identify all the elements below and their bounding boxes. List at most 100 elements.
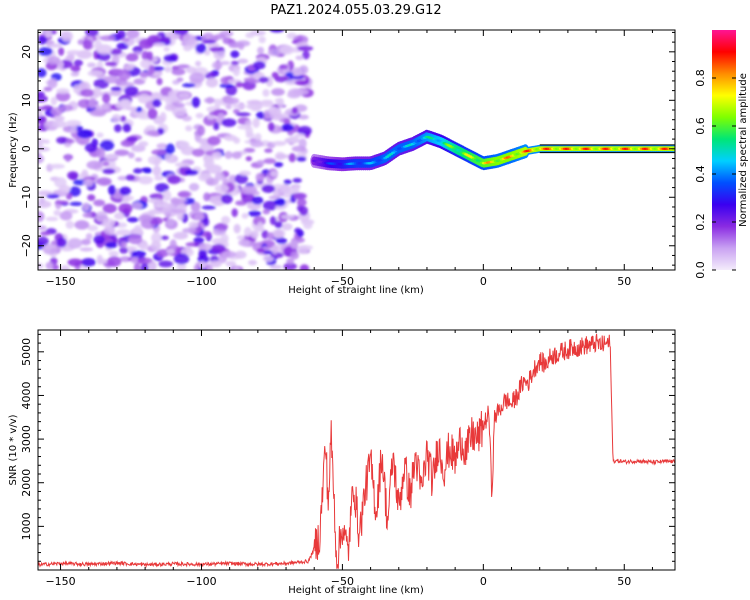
- spectrogram-ytick-label: 0: [20, 145, 33, 152]
- snr-xtick-label: 0: [480, 575, 487, 588]
- colorbar-gradient: [712, 30, 736, 270]
- spectrogram-noise-cell: [261, 184, 276, 193]
- spectrogram-noise-cell: [222, 177, 229, 186]
- spectrogram-noise-cell: [221, 118, 237, 127]
- spectrogram-noise-cell: [245, 32, 255, 39]
- spectrogram-noise-cell: [148, 64, 155, 76]
- spectrogram-noise-cell: [138, 214, 153, 223]
- spectrogram-noise-cell: [258, 36, 266, 44]
- spectrogram-noise-cell: [296, 198, 307, 207]
- spectrogram-noise-cell: [102, 168, 116, 175]
- snr-ytick-label: 1000: [20, 512, 33, 540]
- spectrogram-xtick-label: −100: [186, 275, 216, 288]
- spectrogram-noise-cell: [272, 140, 287, 147]
- spectrogram-noise-cell: [260, 100, 274, 108]
- spectrogram-noise-cell: [126, 217, 139, 223]
- spectrogram-noise-cell: [273, 161, 284, 168]
- spectrogram-noise-cell: [213, 122, 220, 131]
- spectrogram-noise-cell: [304, 84, 312, 90]
- colorbar-tick-label: 0.4: [694, 165, 707, 183]
- spectrogram-noise-cell: [154, 202, 166, 208]
- spectrogram-noise-cell: [150, 240, 162, 251]
- spectrogram-noise-cell: [106, 256, 122, 267]
- spectrogram-noise-cell: [148, 260, 157, 270]
- spectrogram-noise-cell: [275, 154, 291, 159]
- spectrogram-noise-cell: [116, 42, 129, 50]
- snr-xtick-label: 50: [617, 575, 631, 588]
- spectrogram-noise-cell: [125, 174, 136, 181]
- spectrogram-noise-cell: [292, 177, 302, 183]
- spectrogram-noise-cell: [126, 136, 138, 142]
- spectrogram-noise-cell: [180, 146, 196, 156]
- spectrogram-noise-cell: [108, 250, 119, 257]
- spectrogram-noise-cell: [248, 210, 262, 217]
- spectrogram-noise-cell: [164, 66, 172, 73]
- spectrogram-noise-cell: [182, 115, 192, 122]
- spectrogram-noise-cell: [206, 115, 216, 120]
- spectrogram-noise-cell: [38, 211, 45, 222]
- spectrogram-noise-cell: [55, 91, 71, 102]
- spectrogram-noise-cell: [245, 132, 255, 139]
- spectrogram-noise-cell: [70, 71, 80, 77]
- spectrogram-noise-cell: [99, 35, 116, 41]
- spectrogram-noise-cell: [56, 237, 67, 248]
- spectrogram-noise-cell: [251, 196, 264, 205]
- snr-ylabel: SNR (10 * v/v): [8, 414, 19, 485]
- spectrogram-noise-cell: [203, 49, 211, 56]
- spectrogram-noise-cell: [38, 262, 44, 269]
- spectrogram-noise-cell: [275, 204, 287, 210]
- spectrogram-noise-cell: [111, 114, 122, 123]
- spectrogram-noise-cell: [204, 72, 216, 80]
- spectrogram-xlabel: Height of straight line (km): [288, 285, 424, 296]
- spectrogram-noise-cell: [135, 106, 143, 113]
- spectrogram-noise-cell: [296, 156, 307, 162]
- spectrogram-noise-cell: [273, 229, 284, 239]
- spectrogram-noise-cell: [45, 216, 59, 222]
- spectrogram-noise-cell: [256, 221, 264, 231]
- spectrogram-noise-cell: [151, 149, 167, 156]
- spectrogram-noise-cell: [114, 124, 122, 133]
- spectrogram-noise-cell: [279, 185, 291, 193]
- spectrogram-noise-cell: [40, 231, 51, 236]
- spectrogram-noise-cell: [233, 108, 240, 114]
- spectrogram-noise-cell: [294, 133, 306, 138]
- spectrogram-noise-cell: [262, 255, 275, 262]
- spectrogram-noise-cell: [271, 71, 279, 79]
- spectrogram-noise-cell: [268, 106, 278, 116]
- spectrogram-noise-cell: [203, 158, 215, 168]
- spectrogram-noise-cell: [292, 88, 309, 96]
- spectrogram-noise-cell: [58, 47, 65, 56]
- spectrogram-noise-cell: [128, 152, 135, 159]
- spectrogram-noise-cell: [105, 241, 118, 249]
- spectrogram-noise-cell: [74, 220, 90, 230]
- spectrogram-noise-cell: [299, 264, 310, 270]
- spectrogram-noise-cell: [250, 230, 259, 239]
- spectrogram-noise-cell: [245, 156, 253, 162]
- spectrogram-noise-cell: [118, 70, 131, 81]
- spectrogram-noise-cell: [271, 88, 285, 96]
- spectrogram-noise-cell: [199, 260, 206, 270]
- spectrogram-noise-cell: [271, 244, 279, 255]
- spectrogram-noise-cell: [207, 135, 221, 146]
- spectrogram-noise-cell: [205, 77, 219, 88]
- spectrogram-noise-cell: [38, 94, 48, 103]
- spectrogram-noise-cell: [47, 43, 62, 48]
- spectrogram-noise-cell: [70, 124, 77, 134]
- spectrogram-noise-cell: [193, 237, 205, 244]
- spectrogram-noise-cell: [234, 250, 247, 259]
- spectrogram-ytick-label: 10: [20, 93, 33, 107]
- spectrogram-noise-cell: [87, 62, 96, 68]
- colorbar-tick-label: 0.0: [694, 261, 707, 279]
- spectrogram-noise-cell: [220, 193, 233, 204]
- spectrogram-noise-cell: [65, 220, 75, 229]
- snr-xlabel: Height of straight line (km): [288, 585, 424, 596]
- spectrogram-noise-cell: [116, 30, 126, 40]
- spectrogram-noise-cell: [209, 260, 222, 268]
- spectrogram-noise-cell: [38, 68, 47, 78]
- spectrogram-noise-cell: [93, 235, 105, 244]
- spectrogram-noise-cell: [84, 142, 98, 153]
- spectrogram-noise-cell: [134, 157, 143, 162]
- spectrogram-noise-cell: [275, 198, 286, 207]
- spectrogram-noise-cell: [233, 137, 241, 144]
- spectrogram-noise-cell: [295, 55, 304, 61]
